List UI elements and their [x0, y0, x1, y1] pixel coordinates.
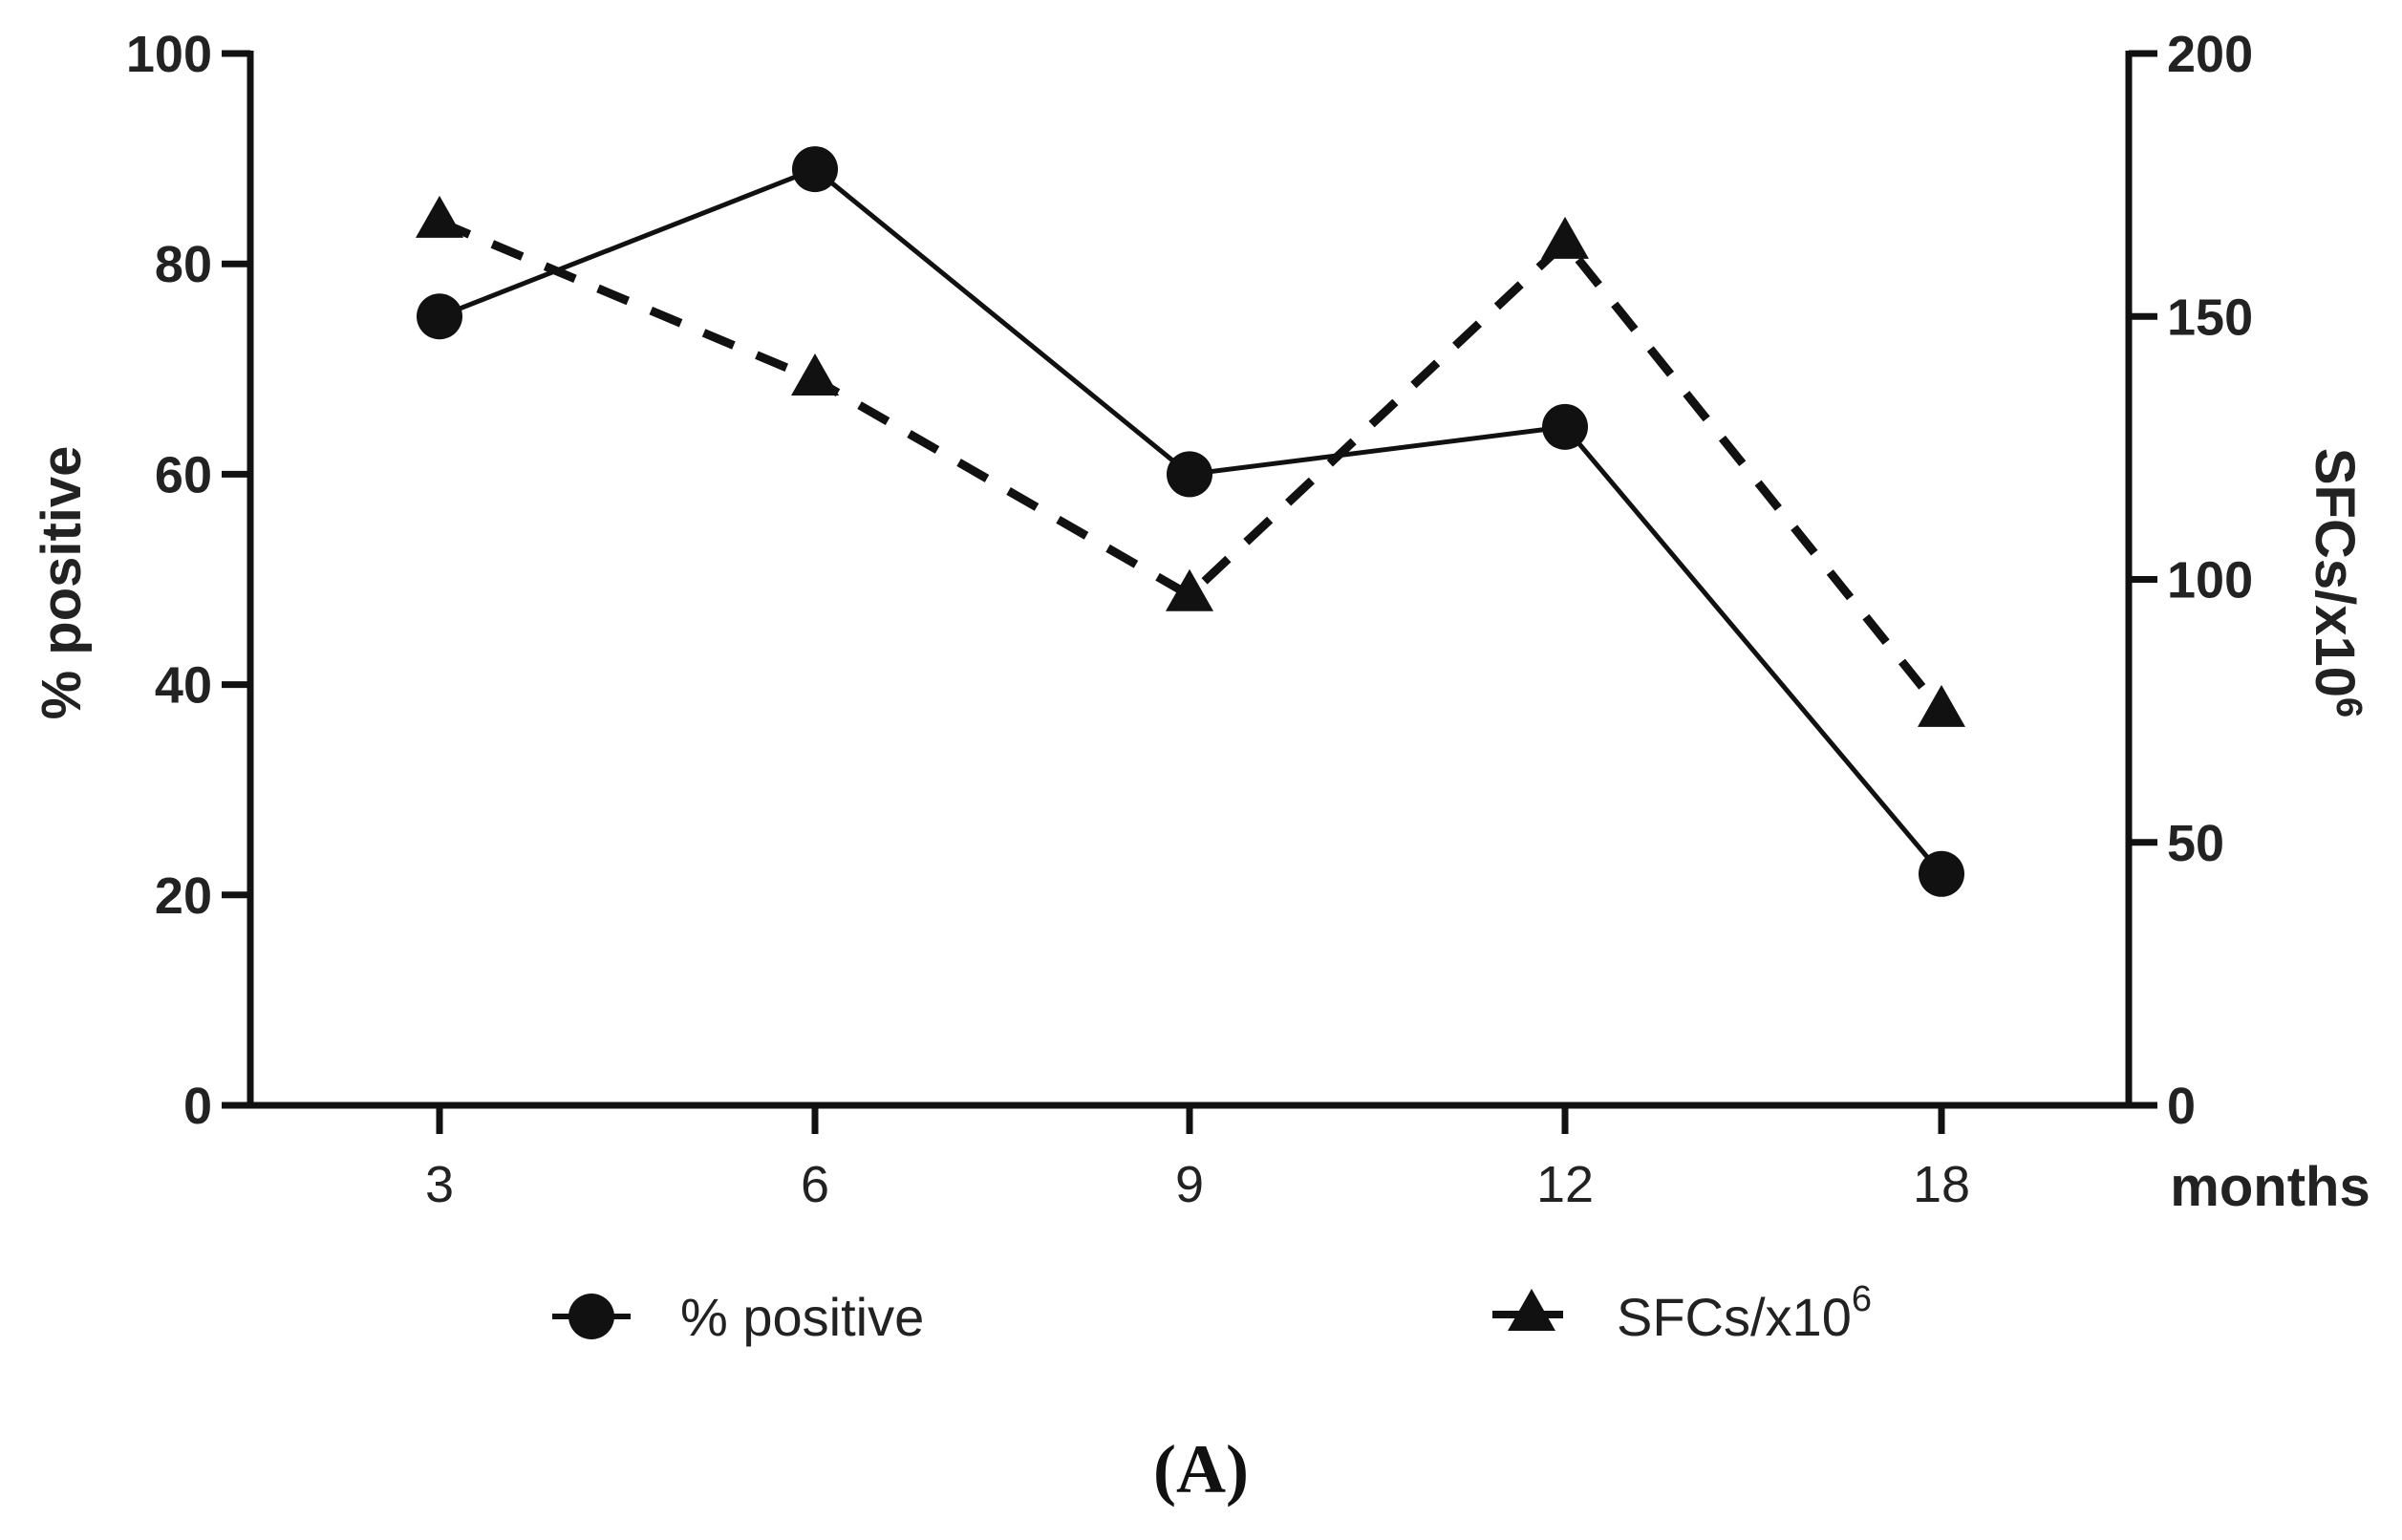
data-point-circle	[417, 293, 462, 340]
legend-label-sfcs-superscript: 6	[1852, 1279, 1872, 1319]
panel-label: (A)	[1153, 1431, 1249, 1508]
right-y-axis-title-superscript: 6	[2328, 697, 2369, 717]
left-y-tick-label: 40	[155, 657, 212, 715]
data-point-circle	[1542, 403, 1588, 450]
data-point-triangle	[1166, 568, 1213, 611]
data-point-triangle	[791, 353, 839, 396]
chart-axes: 0 20 40 60 80 100 0 50 100 150 200 3 6 9 12 18 months % p…	[31, 26, 2370, 1218]
left-y-tick-label: 20	[155, 867, 212, 925]
data-point-circle	[1919, 850, 1964, 897]
x-tick-label: 9	[1175, 1156, 1204, 1213]
chart-series	[416, 146, 1965, 897]
right-y-tick-label: 150	[2167, 289, 2253, 346]
left-y-tick-label: 0	[183, 1078, 212, 1135]
right-y-tick-label: 0	[2167, 1078, 2196, 1135]
x-tick-label: 3	[425, 1156, 454, 1213]
right-y-axis-title: SFCs/x106	[2304, 448, 2369, 717]
x-tick-label: 12	[1536, 1156, 1594, 1213]
left-y-tick-label: 80	[155, 236, 212, 293]
legend-marker-circle	[568, 1294, 614, 1339]
legend-label-sfcs: SFCs/x106	[1617, 1279, 1872, 1347]
chart-legend: % positive SFCs/x106	[552, 1279, 1872, 1347]
x-tick-label: 18	[1913, 1156, 1970, 1213]
right-y-tick-label: 100	[2167, 552, 2253, 610]
data-point-triangle	[1541, 216, 1589, 259]
left-y-tick-label: 100	[126, 26, 212, 83]
legend-marker-triangle	[1508, 1289, 1555, 1331]
data-point-triangle	[416, 195, 463, 238]
series-line-percent-positive	[439, 166, 1943, 876]
data-point-circle	[1167, 451, 1212, 498]
x-tick-label: 6	[801, 1156, 829, 1213]
left-y-axis-title: % positive	[31, 446, 93, 720]
legend-label-percent-positive: % positive	[680, 1287, 924, 1347]
right-y-tick-label: 50	[2167, 815, 2224, 872]
right-y-tick-label: 200	[2167, 26, 2253, 83]
data-point-triangle	[1918, 684, 1965, 727]
series-line-sfcs	[438, 218, 1945, 714]
data-point-circle	[792, 146, 838, 193]
left-y-tick-label: 60	[155, 446, 212, 503]
x-axis-title: months	[2170, 1156, 2370, 1218]
